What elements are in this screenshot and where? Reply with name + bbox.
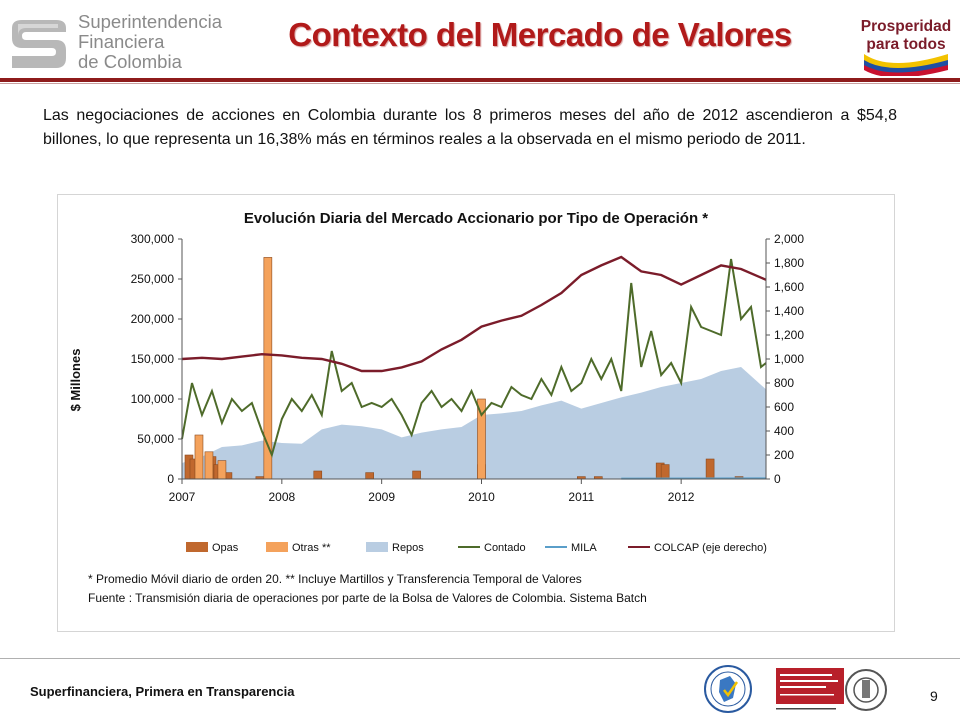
y2-tick-label: 1,600 [774,280,804,294]
footer-slogan: Superfinanciera, Primera en Transparenci… [30,684,295,699]
legend-item-mila: MILA [545,542,597,554]
series-opas-bar [365,472,374,480]
chart-note-1: * Promedio Móvil diario de orden 20. ** … [88,572,582,586]
legend-swatch [366,542,388,552]
legend-item-contado: Contado [458,542,526,554]
y-tick-label: 200,000 [131,312,175,326]
logo-right-line-2: para todos [866,36,945,53]
plot-area: 0 50,000 100,000 150,000 200,000 250,000 300,0… [131,232,805,504]
logo-line-1: Superintendencia [78,11,222,32]
series-opas-bar [313,470,323,480]
market-chart: Evolución Diaria del Mercado Accionario … [68,210,805,605]
series-opas-bar [412,470,421,480]
x-tick-label: 2012 [668,490,695,504]
superfinanciera-logo: Superintendencia Financiera de Colombia [8,12,222,74]
x-tick-label: 2010 [468,490,495,504]
chart-title: Evolución Diaria del Mercado Accionario … [244,210,708,227]
chart-panel: Evolución Diaria del Mercado Accionario … [57,194,895,632]
y2-tick-label: 800 [774,376,794,390]
y2-tick-label: 200 [774,448,794,462]
y2-tick-label: 400 [774,424,794,438]
series-otras-bar [217,460,227,480]
series-otras-bar [204,451,214,480]
x-tick-label: 2008 [268,490,295,504]
header-rule [0,78,960,82]
chart-note-2: Fuente : Transmisión diaria de operacion… [88,591,647,605]
series-opas-bar [660,464,670,480]
footer-rule [0,658,960,659]
legend-label: Opas [212,542,239,554]
bureau-veritas-certification-icon [776,668,887,711]
legend-item-otras: Otras ** [266,542,331,554]
prosperidad-para-todos-logo: Prosperidad para todos [861,18,951,76]
x-tick-label: 2009 [368,490,395,504]
y-tick-label: 300,000 [131,232,175,246]
x-tick-label: 2007 [169,490,196,504]
superfinanciera-name: Superintendencia Financiera de Colombia [78,12,222,72]
legend: Opas Otras ** Repos Contado MILA COLCAP (eje … [186,542,767,554]
page-title: Contexto del Mercado de Valores [288,16,792,53]
y-tick-label: 100,000 [131,392,175,406]
y2-tick-label: 0 [774,472,781,486]
header-rule-thin [0,83,960,84]
page-number: 9 [930,688,938,704]
legend-label: COLCAP (eje derecho) [654,542,767,554]
intro-paragraph: Las negociaciones de acciones en Colombi… [43,107,897,148]
y2-tick-label: 1,200 [774,328,804,342]
y2-tick-label: 1,000 [774,352,804,366]
legend-label: Otras ** [292,542,331,554]
y2-tick-label: 2,000 [774,232,804,246]
y2-tick-label: 1,800 [774,256,804,270]
legend-item-opas: Opas [186,542,239,554]
series-otras-bar [194,434,204,480]
series-contado-line [181,258,767,459]
header: Superintendencia Financiera de Colombia … [0,0,960,90]
y-tick-label: 250,000 [131,272,175,286]
legend-label: MILA [571,542,597,554]
superfinanciera-mark-icon [12,20,66,68]
legend-label: Contado [484,542,526,554]
series-repos-area [182,367,766,479]
legend-label: Repos [392,542,424,554]
y2-tick-label: 600 [774,400,794,414]
legend-item-colcap-eje-derecho: COLCAP (eje derecho) [628,542,767,554]
logo-right-line-1: Prosperidad [861,18,951,35]
y-axis-label: $ Millones [68,349,83,412]
y-tick-label: 0 [167,472,174,486]
series-opas-bar [705,458,715,480]
legend-swatch [186,542,208,552]
logo-line-3: de Colombia [78,51,182,72]
y2-tick-label: 1,400 [774,304,804,318]
x-tick-label: 2011 [568,490,594,504]
legend-swatch [266,542,288,552]
y-tick-label: 50,000 [137,432,174,446]
legend-item-repos: Repos [366,542,424,554]
y-tick-label: 150,000 [131,352,175,366]
logo-line-2: Financiera [78,31,165,52]
quality-seal-icon [704,665,752,713]
series-colcap-eje-derecho-line [181,255,767,373]
